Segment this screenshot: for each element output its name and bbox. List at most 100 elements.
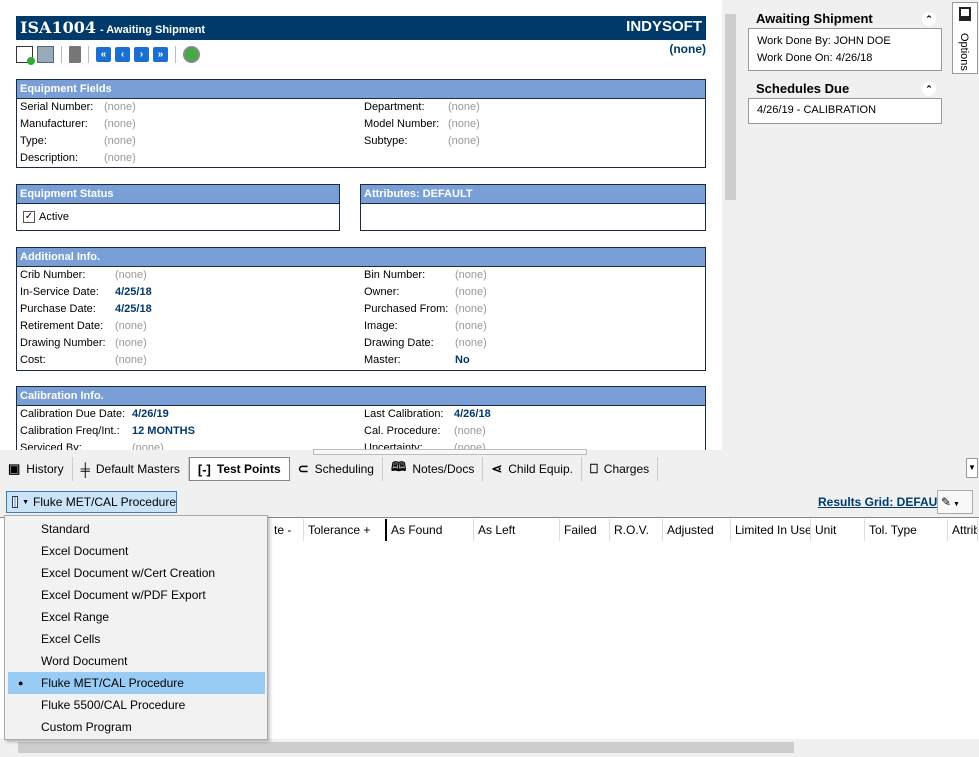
record-toolbar: « ‹ › » bbox=[16, 44, 200, 65]
column-header[interactable]: Tol. Type bbox=[865, 519, 948, 541]
field-value: (none) bbox=[115, 269, 147, 281]
menu-item[interactable]: Excel Cells bbox=[8, 628, 265, 650]
previous-record-icon[interactable]: ‹ bbox=[115, 46, 130, 62]
tab-default-masters[interactable]: ╪ Default Masters bbox=[73, 457, 189, 481]
field-row: In-Service Date: 4/25/18 bbox=[20, 286, 152, 298]
grid-header: te - Tolerance + As Found As Left Failed R.O.… bbox=[270, 519, 978, 541]
field-value: No bbox=[455, 354, 470, 366]
section-header: Additional Info. bbox=[17, 248, 705, 267]
menu-item[interactable]: Custom Program bbox=[8, 716, 265, 738]
field-value: 4/25/18 bbox=[115, 286, 152, 298]
tab-notes-docs[interactable]: 🕮 Notes/Docs bbox=[383, 457, 484, 481]
menu-item[interactable]: Excel Document w/Cert Creation bbox=[8, 562, 265, 584]
field-label: Purchase Date: bbox=[20, 303, 96, 315]
scrollbar-thumb[interactable] bbox=[18, 742, 794, 753]
section-header: Calibration Info. bbox=[17, 387, 705, 406]
delete-icon[interactable] bbox=[69, 45, 81, 63]
print-icon[interactable] bbox=[37, 45, 54, 63]
menu-item[interactable]: Excel Document w/PDF Export bbox=[8, 584, 265, 606]
refresh-icon[interactable] bbox=[183, 45, 200, 63]
field-row: Purchase Date: 4/25/18 bbox=[20, 303, 152, 315]
tab-child-equip[interactable]: ⋖ Child Equip. bbox=[483, 457, 582, 481]
splitter-handle[interactable] bbox=[313, 449, 587, 455]
column-header[interactable]: Unit bbox=[811, 519, 865, 541]
column-header[interactable]: te - bbox=[270, 519, 304, 541]
charges-icon: ⎕ bbox=[589, 461, 598, 476]
field-label: Cost: bbox=[20, 354, 46, 366]
tab-label: Default Masters bbox=[95, 462, 180, 476]
work-done-on: Work Done On: 4/26/18 bbox=[757, 52, 873, 64]
record-id: ISA1004 bbox=[20, 18, 96, 37]
column-header[interactable]: Attrib bbox=[948, 519, 978, 541]
field-value: (none) bbox=[115, 320, 147, 332]
column-header[interactable]: Failed bbox=[560, 519, 610, 541]
column-header[interactable]: As Left bbox=[474, 519, 560, 541]
new-document-icon[interactable] bbox=[16, 45, 35, 65]
edit-grid-button[interactable]: ✎ ▼ bbox=[937, 490, 973, 514]
chevron-down-icon: ▼ bbox=[22, 498, 30, 506]
field-row: Cost: (none) bbox=[20, 354, 147, 366]
column-header[interactable]: Limited In Use bbox=[731, 519, 811, 541]
field-label: Uncertainty: bbox=[364, 442, 423, 450]
edit-icon: ✎ bbox=[941, 495, 952, 509]
next-record-icon[interactable]: › bbox=[134, 46, 149, 62]
field-value: (none) bbox=[455, 269, 487, 281]
collapse-icon[interactable]: ⌃ bbox=[922, 82, 936, 96]
tab-charges[interactable]: ⎕ Charges bbox=[582, 457, 659, 481]
checkmark-icon: ✓ bbox=[23, 211, 35, 223]
options-tab[interactable]: Options bbox=[952, 2, 978, 74]
book-icon: 🕮 bbox=[390, 459, 407, 474]
field-row: Uncertainty: (none) bbox=[364, 442, 486, 450]
field-value: (none) bbox=[448, 135, 480, 147]
procedure-type-dropdown[interactable]: ▼ Fluke MET/CAL Procedure bbox=[6, 491, 177, 513]
record-status: - Awaiting Shipment bbox=[99, 24, 206, 36]
field-row: Model Number: (none) bbox=[364, 118, 480, 130]
field-value: 4/25/18 bbox=[115, 303, 152, 315]
scrollbar-thumb[interactable] bbox=[725, 14, 736, 200]
column-header[interactable]: Tolerance + bbox=[304, 519, 387, 541]
menu-item-label: Excel Document w/PDF Export bbox=[41, 588, 206, 602]
column-header[interactable]: R.O.V. bbox=[610, 519, 663, 541]
field-value: (none) bbox=[455, 337, 487, 349]
schedule-item[interactable]: 4/26/19 - CALIBRATION bbox=[757, 104, 877, 116]
results-grid-link[interactable]: Results Grid: DEFAULT bbox=[818, 495, 952, 509]
field-label: Bin Number: bbox=[364, 269, 426, 281]
field-label: In-Service Date: bbox=[20, 286, 99, 298]
field-row: Serial Number: (none) bbox=[20, 101, 136, 113]
tab-overflow-button[interactable]: ▼ bbox=[966, 458, 978, 478]
equipment-fields-section: Equipment Fields Serial Number: (none) Man… bbox=[16, 79, 706, 168]
tab-history[interactable]: ▣ History bbox=[0, 457, 73, 481]
tab-label: History bbox=[26, 462, 64, 476]
menu-item[interactable]: Excel Document bbox=[8, 540, 265, 562]
menu-item[interactable]: Word Document bbox=[8, 650, 265, 672]
collapse-icon[interactable]: ⌃ bbox=[922, 12, 936, 26]
field-label: Serviced By: bbox=[20, 442, 82, 450]
field-row: Purchased From: (none) bbox=[364, 303, 487, 315]
field-value: (none) bbox=[115, 337, 147, 349]
active-checkbox[interactable]: ✓ Active bbox=[23, 211, 69, 223]
menu-item[interactable]: ● Fluke MET/CAL Procedure bbox=[8, 672, 265, 694]
column-header[interactable]: As Found bbox=[387, 519, 474, 541]
menu-item[interactable]: Excel Range bbox=[8, 606, 265, 628]
field-label: Drawing Date: bbox=[364, 337, 434, 349]
menu-item[interactable]: Fluke 5500/CAL Procedure bbox=[8, 694, 265, 716]
column-header[interactable]: Adjusted bbox=[663, 519, 731, 541]
field-value: (none) bbox=[104, 118, 136, 130]
field-value: (none) bbox=[132, 442, 164, 450]
toolbar-divider bbox=[88, 45, 89, 63]
field-row: Calibration Freq/Int.: 12 MONTHS bbox=[20, 425, 195, 437]
field-label: Purchased From: bbox=[364, 303, 449, 315]
awaiting-shipment-title: Awaiting Shipment bbox=[756, 11, 873, 26]
menu-item[interactable]: Standard bbox=[8, 518, 265, 540]
tab-scheduling[interactable]: ⊂ Scheduling bbox=[290, 457, 383, 481]
tab-test-points[interactable]: [-] Test Points bbox=[188, 457, 290, 481]
first-record-icon[interactable]: « bbox=[96, 46, 111, 62]
field-value: (none) bbox=[448, 118, 480, 130]
field-value: 12 MONTHS bbox=[132, 425, 195, 437]
field-value: (none) bbox=[448, 101, 480, 113]
brand-label: INDYSOFT bbox=[626, 18, 702, 35]
last-record-icon[interactable]: » bbox=[153, 46, 168, 62]
menu-item-label: Excel Range bbox=[41, 610, 110, 624]
menu-item-label: Excel Document w/Cert Creation bbox=[41, 566, 216, 580]
field-row: Retirement Date: (none) bbox=[20, 320, 147, 332]
